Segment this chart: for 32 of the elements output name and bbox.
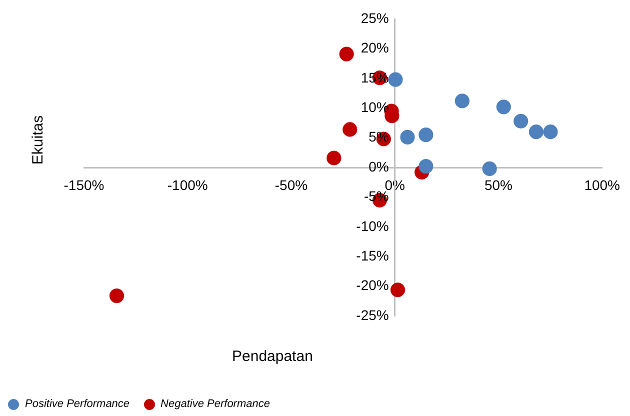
point xyxy=(418,159,434,174)
point xyxy=(342,122,358,137)
y-tick-label: 0% xyxy=(368,158,389,174)
point xyxy=(528,124,544,140)
x-tick-label: -150% xyxy=(64,176,104,193)
x-tick-label: 0% xyxy=(384,176,405,193)
point xyxy=(390,282,406,298)
point xyxy=(418,128,434,142)
x-tick-label: -50% xyxy=(274,176,308,193)
legend-label: Negative Performance xyxy=(160,398,270,410)
x-tick-label: -100% xyxy=(167,176,208,193)
x-tick-label: 100% xyxy=(584,176,620,193)
point xyxy=(388,72,403,87)
point xyxy=(482,161,497,176)
point xyxy=(400,130,415,145)
x-axis-title: Pendapatan xyxy=(232,348,313,365)
y-tick-label: 25% xyxy=(360,10,389,26)
point xyxy=(454,94,470,108)
point xyxy=(496,100,511,114)
legend-label: Positive Performance xyxy=(24,398,130,410)
x-tick-label: 50% xyxy=(484,176,512,193)
point xyxy=(514,114,528,128)
y-tick-label: -25% xyxy=(356,306,389,323)
point xyxy=(339,46,354,62)
point xyxy=(326,150,342,166)
y-tick-label: -20% xyxy=(356,277,389,294)
y-tick-label: -15% xyxy=(356,247,389,264)
y-tick-label: -10% xyxy=(356,218,389,234)
y-tick-label: 20% xyxy=(360,40,389,56)
point xyxy=(109,288,124,304)
y-axis-title: Ekuitas xyxy=(30,115,46,165)
point xyxy=(543,124,558,140)
